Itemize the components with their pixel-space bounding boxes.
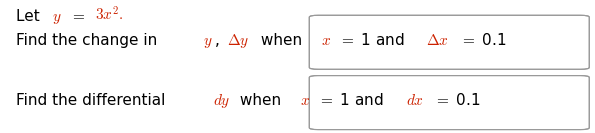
Text: $x$: $x$ xyxy=(321,33,331,48)
FancyBboxPatch shape xyxy=(309,76,589,130)
Text: Find the change in: Find the change in xyxy=(15,33,162,48)
Text: when: when xyxy=(256,33,306,48)
Text: $dy$: $dy$ xyxy=(213,92,230,110)
Text: $=$ 0.1: $=$ 0.1 xyxy=(428,92,480,108)
Text: $\Delta y$: $\Delta y$ xyxy=(227,32,249,50)
Text: $dx$: $dx$ xyxy=(406,93,424,108)
Text: $3x^2.$: $3x^2.$ xyxy=(95,6,124,24)
Text: $=$: $=$ xyxy=(64,9,89,24)
Text: $=$ 0.1: $=$ 0.1 xyxy=(455,32,507,48)
Text: when: when xyxy=(235,93,286,108)
Text: $\Delta x$: $\Delta x$ xyxy=(426,33,449,48)
Text: $=$ 1 and: $=$ 1 and xyxy=(314,92,386,108)
Text: $=$ 1 and: $=$ 1 and xyxy=(334,32,406,48)
Text: $y$: $y$ xyxy=(52,11,62,26)
Text: $y$: $y$ xyxy=(202,35,212,50)
FancyBboxPatch shape xyxy=(309,15,589,69)
Text: Let: Let xyxy=(15,9,45,24)
Text: Find the differential: Find the differential xyxy=(15,93,170,108)
Text: ,: , xyxy=(215,33,224,48)
Text: $x$: $x$ xyxy=(300,93,311,108)
